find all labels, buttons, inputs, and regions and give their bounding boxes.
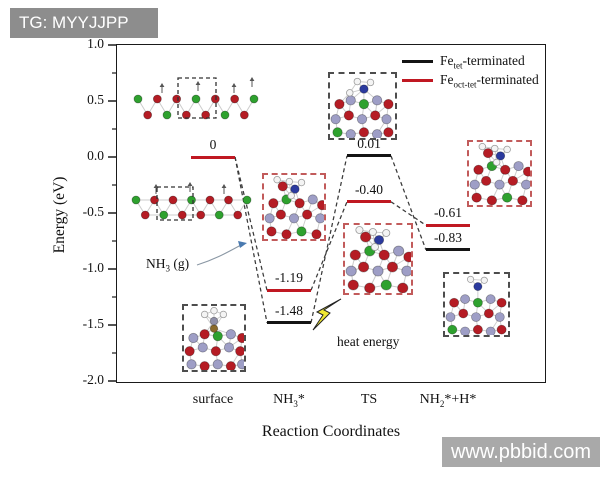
energy-value-label: -1.19 <box>274 270 304 286</box>
legend-label: Feoct-tet-terminated <box>440 71 539 90</box>
molecule-art <box>445 275 507 335</box>
inset-surface-topview-lower <box>128 182 255 232</box>
legend-entry-tet: Fetet-terminated <box>402 52 539 71</box>
inset-nh2-h-tet <box>443 272 510 337</box>
energy-value-label: 0 <box>209 137 217 152</box>
watermark-top-left: TG: MYYJJPP <box>10 8 158 38</box>
inset-nh2-h-oct-tet <box>467 140 532 207</box>
watermark-bottom-right: www.pbbid.com <box>442 437 600 467</box>
y-tick-label: 0.5 <box>87 92 104 107</box>
x-category-label-0: surface <box>192 392 234 407</box>
energy-level-tet-3 <box>426 248 470 252</box>
molecule-art <box>184 307 244 370</box>
y-tick-label: -1.0 <box>82 260 104 275</box>
molecule-art <box>264 176 324 239</box>
energy-level-oct-tet-2 <box>347 200 391 204</box>
y-tick-label: 1.0 <box>87 36 104 51</box>
y-tick-label: -0.5 <box>82 204 104 219</box>
heat-energy-label: heat energy <box>337 334 400 349</box>
molecule-art <box>469 143 530 205</box>
inset-ts-structure-tet <box>328 72 397 140</box>
nh3g-sub: 3 <box>165 263 171 274</box>
molecule-art <box>345 226 411 293</box>
energy-level-oct-tet-1 <box>267 288 311 292</box>
nh3g-post: (g) <box>170 256 190 271</box>
y-tick-label: -2.0 <box>82 372 104 387</box>
legend-line-swatch <box>402 79 433 82</box>
legend-label: Fetet-terminated <box>440 52 525 71</box>
energy-value-label: -1.48 <box>274 302 304 318</box>
molecule-art <box>131 182 252 221</box>
y-tick-label: 0.0 <box>87 148 104 163</box>
y-tick-label: -1.5 <box>82 316 104 331</box>
energy-value-label: -0.83 <box>433 229 463 245</box>
inset-nh3-adsorbed-tet <box>182 304 246 372</box>
nh3-gas-annotation: NH3 (g) <box>146 256 189 274</box>
x-category-label-2: TS <box>360 392 378 407</box>
legend: Fetet-terminated Feoct-tet-terminated <box>402 52 539 90</box>
plot-frame <box>116 44 546 383</box>
energy-level-oct-tet-3 <box>426 223 470 227</box>
energy-value-label: -0.40 <box>354 181 384 197</box>
x-category-label-3: NH2*+H* <box>419 392 477 409</box>
x-axis-title: Reaction Coordinates <box>261 423 401 440</box>
inset-nh3-adsorbed-oct-tet <box>262 173 326 241</box>
molecule-art <box>133 77 259 120</box>
energy-level-tet-2 <box>347 154 391 158</box>
molecule-art <box>330 77 394 138</box>
inset-ts-structure-oct-tet <box>343 223 413 295</box>
legend-line-swatch <box>402 60 433 63</box>
energy-value-label: -0.61 <box>433 205 463 221</box>
inset-surface-topview-upper <box>130 75 262 145</box>
energy-level-tet-1 <box>267 321 311 325</box>
legend-entry-oct-tet: Feoct-tet-terminated <box>402 71 539 90</box>
x-category-label-1: NH3* <box>273 392 305 409</box>
energy-level-oct-tet-0 <box>191 155 235 159</box>
nh3g-pre: NH <box>146 256 166 271</box>
